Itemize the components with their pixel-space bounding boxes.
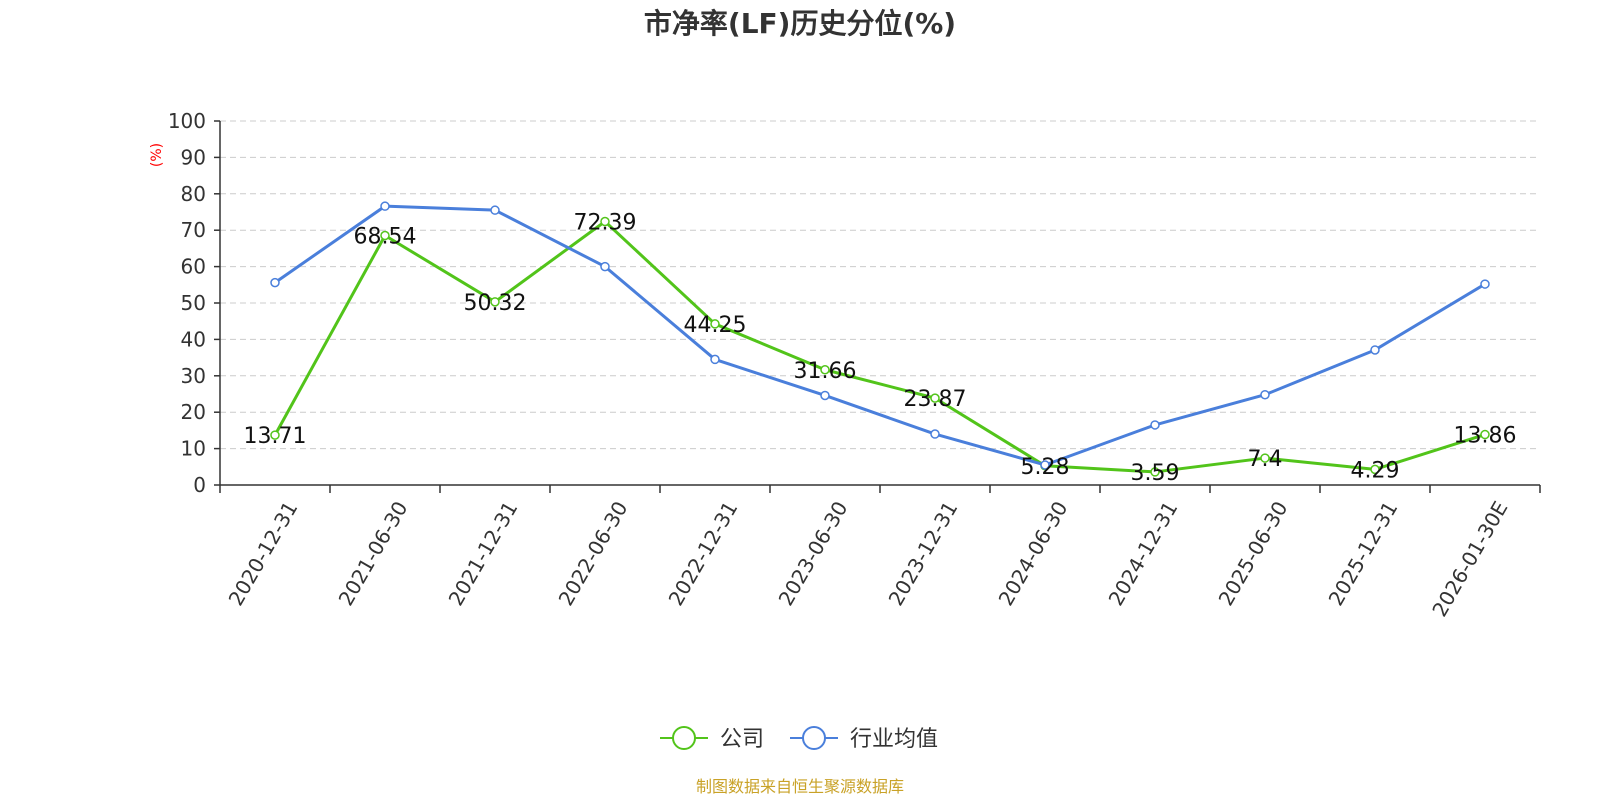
chart-title: 市净率(LF)历史分位(%) <box>644 7 956 40</box>
data-label: 7.4 <box>1248 447 1283 472</box>
data-label: 44.25 <box>684 313 747 338</box>
data-point[interactable] <box>1370 345 1380 355</box>
x-tick-label: 2023-12-31 <box>884 497 963 610</box>
data-point[interactable] <box>490 205 500 215</box>
x-tick-label: 2026-01-30E <box>1427 497 1512 621</box>
y-tick-label: 50 <box>181 291 206 315</box>
legend-marker <box>672 726 696 750</box>
y-axis-ticks: 0 10 20 30 40 50 60 70 80 90 100 <box>168 109 220 497</box>
source-note: 制图数据来自恒生聚源数据库 <box>696 777 904 796</box>
x-tick-label: 2021-06-30 <box>334 497 413 610</box>
y-tick-label: 40 <box>181 327 206 351</box>
data-label: 50.32 <box>464 291 527 316</box>
legend-item-0[interactable]: 公司 <box>660 726 764 752</box>
y-tick-label: 10 <box>181 437 206 461</box>
x-tick-label: 2022-12-31 <box>664 497 743 610</box>
x-tick-label: 2022-06-30 <box>554 497 633 610</box>
data-point[interactable] <box>1480 279 1490 289</box>
data-label: 31.66 <box>794 359 857 384</box>
y-tick-label: 60 <box>181 255 206 279</box>
y-tick-label: 100 <box>168 109 206 133</box>
data-point[interactable] <box>600 261 610 272</box>
data-label: 5.28 <box>1021 455 1070 480</box>
data-point[interactable] <box>820 390 830 401</box>
data-label: 13.71 <box>244 424 307 449</box>
data-point[interactable] <box>270 430 280 440</box>
series-line-0 <box>273 220 1486 474</box>
data-point[interactable] <box>1040 460 1050 470</box>
data-point[interactable] <box>380 201 390 211</box>
legend-item-1[interactable]: 行业均值 <box>790 726 938 752</box>
x-tick-label: 2021-12-31 <box>444 497 523 610</box>
data-point[interactable] <box>1370 464 1380 475</box>
x-tick-label: 2024-12-31 <box>1104 497 1183 610</box>
series-lines <box>273 204 1486 474</box>
data-point[interactable] <box>930 393 940 403</box>
grid-lines <box>220 120 1540 450</box>
data-point[interactable] <box>380 230 390 241</box>
data-labels: 13.71 68.54 50.32 72.39 44.25 31.66 23.87 5.28 3… <box>244 211 1517 486</box>
data-point[interactable] <box>1150 467 1160 477</box>
x-tick-label: 2020-12-31 <box>224 497 303 610</box>
legend-label: 公司 <box>720 727 764 752</box>
series-line-1 <box>274 204 1486 467</box>
data-label: 4.29 <box>1351 458 1400 483</box>
legend-marker <box>802 726 826 750</box>
data-point[interactable] <box>1260 389 1270 400</box>
data-point[interactable] <box>1260 453 1270 463</box>
data-point[interactable] <box>270 277 280 288</box>
data-point[interactable] <box>710 319 720 329</box>
series-points <box>270 201 1490 477</box>
y-tick-label: 30 <box>181 364 206 388</box>
y-tick-label: 0 <box>193 473 206 497</box>
data-label: 23.87 <box>904 387 967 412</box>
data-point[interactable] <box>600 216 610 227</box>
x-tick-label: 2025-06-30 <box>1214 497 1293 610</box>
legend-label: 行业均值 <box>850 727 938 752</box>
data-point[interactable] <box>490 297 500 307</box>
data-point[interactable] <box>710 354 720 365</box>
data-point[interactable] <box>820 365 830 375</box>
y-axis-unit-label: (%) <box>149 143 165 167</box>
data-point[interactable] <box>1150 420 1160 430</box>
data-label: 68.54 <box>354 225 417 250</box>
data-point[interactable] <box>930 429 940 439</box>
data-point[interactable] <box>1480 429 1490 440</box>
x-tick-label: 2023-06-30 <box>774 497 853 610</box>
y-tick-label: 70 <box>181 218 206 242</box>
x-axis-ticks: 2020-12-31 2021-06-30 2021-12-31 2022-06-30… <box>219 485 1541 621</box>
x-tick-label: 2024-06-30 <box>994 497 1073 610</box>
y-tick-label: 20 <box>181 400 206 424</box>
legend[interactable]: 公司 行业均值 <box>660 726 938 752</box>
data-label: 3.59 <box>1131 461 1180 486</box>
data-label: 13.86 <box>1454 424 1517 449</box>
data-label: 72.39 <box>574 211 637 236</box>
x-tick-label: 2025-12-31 <box>1324 497 1403 610</box>
y-tick-label: 80 <box>181 182 206 206</box>
y-tick-label: 90 <box>181 145 206 169</box>
